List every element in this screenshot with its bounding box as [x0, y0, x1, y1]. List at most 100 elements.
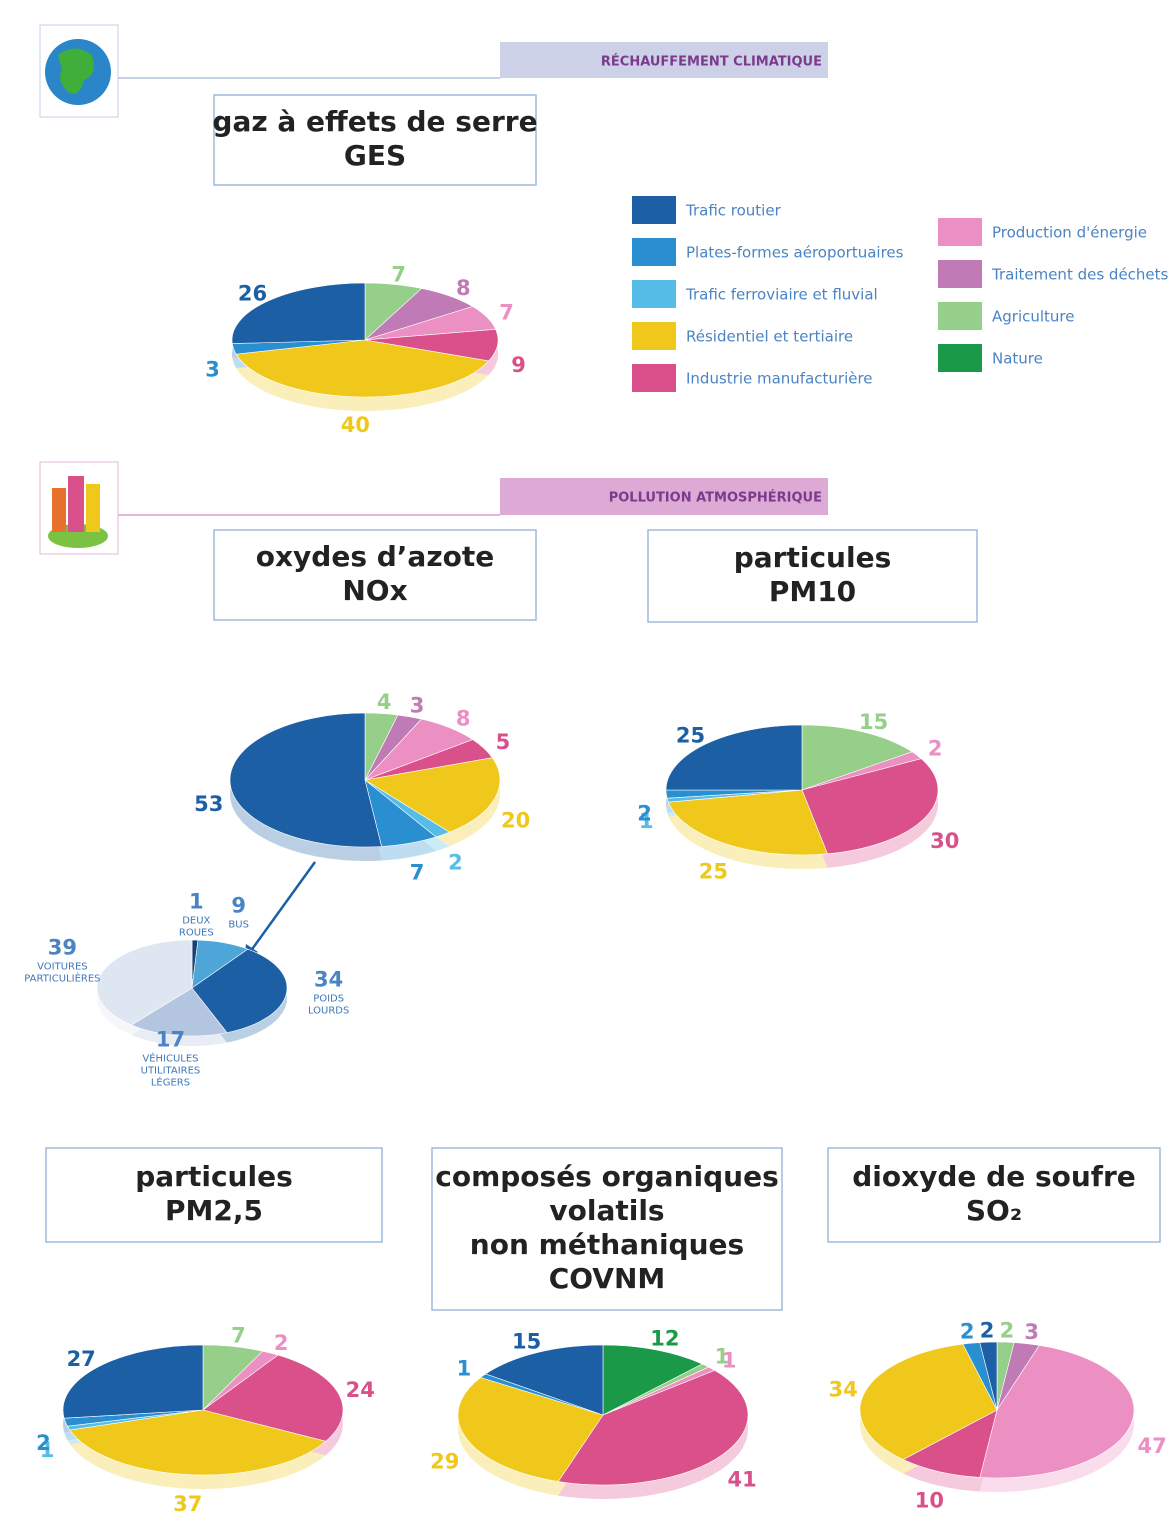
chart-title: GES — [344, 139, 406, 172]
legend-swatch — [632, 364, 676, 392]
data-label: 10 — [915, 1488, 944, 1512]
data-label: 12 — [650, 1327, 679, 1351]
data-label: 37 — [173, 1492, 202, 1514]
data-label: 2 — [1000, 1318, 1015, 1342]
data-label: 8 — [456, 706, 471, 730]
city-icon — [86, 484, 100, 532]
data-label: 9 — [231, 894, 246, 918]
data-label: 47 — [1137, 1434, 1166, 1458]
section-bar — [500, 42, 828, 78]
legend-label: Industrie manufacturière — [686, 370, 873, 388]
legend-label: Nature — [992, 350, 1043, 368]
category-label: LOURDS — [308, 1006, 349, 1017]
pie-slice — [202, 1354, 344, 1442]
pie-slice — [485, 1344, 604, 1416]
section-title: POLLUTION ATMOSPHÉRIQUE — [609, 490, 822, 506]
legend-swatch — [632, 280, 676, 308]
arrow — [248, 861, 317, 953]
data-label: 2 — [980, 1318, 995, 1342]
legend-label: Trafic routier — [685, 202, 782, 220]
chart-title: SO₂ — [966, 1194, 1022, 1227]
pie-slice — [364, 757, 501, 833]
category-label: VÉHICULES — [142, 1052, 198, 1065]
data-label: 7 — [499, 301, 514, 325]
pie-slice — [667, 789, 828, 856]
section-bar — [500, 478, 828, 515]
legend-swatch — [632, 238, 676, 266]
pie-slice — [130, 987, 228, 1037]
legend-label: Résidentiel et tertiaire — [686, 328, 853, 346]
data-label: 34 — [314, 968, 343, 992]
category-label: DEUX — [182, 915, 210, 926]
data-label: 39 — [48, 935, 77, 959]
pie-slice — [979, 1341, 998, 1411]
pie-slice — [665, 724, 803, 791]
pie-slice — [602, 1344, 703, 1416]
pie-slice — [979, 1345, 1135, 1479]
legend-swatch — [632, 322, 676, 350]
data-label: 1 — [639, 809, 654, 833]
data-label: 2 — [637, 802, 652, 826]
title-box — [827, 1147, 1161, 1243]
data-label: 24 — [346, 1378, 375, 1402]
category-label: VOITURES — [37, 961, 88, 972]
title-box — [431, 1147, 783, 1311]
legend-swatch — [938, 302, 982, 330]
pie-slice — [191, 948, 288, 1033]
data-label: 40 — [341, 413, 370, 437]
legend-swatch — [938, 344, 982, 372]
data-label: 7 — [231, 1323, 246, 1347]
data-label: 2 — [448, 850, 463, 874]
legend-label: Traitement des déchets — [991, 266, 1169, 284]
data-label: 8 — [456, 276, 471, 300]
pie-slice — [859, 1343, 998, 1460]
data-label: 41 — [727, 1468, 756, 1492]
category-label: UTILITAIRES — [141, 1066, 201, 1077]
data-label: 1 — [722, 1348, 737, 1372]
data-label: 20 — [501, 808, 530, 832]
chart-title: gaz à effets de serre — [212, 105, 537, 138]
data-label: 7 — [410, 860, 425, 884]
chart-title: non méthaniques — [470, 1228, 744, 1261]
pie-slice — [801, 758, 939, 855]
chart-title: particules — [734, 541, 892, 574]
data-label: 2 — [928, 737, 943, 761]
title-box — [45, 1147, 383, 1243]
data-label: 30 — [930, 829, 959, 853]
chart-title: composés organiques — [435, 1160, 779, 1193]
data-label: 25 — [699, 859, 728, 883]
chart-title: PM2,5 — [165, 1194, 263, 1227]
pie-slice — [231, 282, 366, 344]
chart-title: COVNM — [549, 1262, 666, 1295]
city-icon — [52, 488, 66, 532]
legend-label: Production d'énergie — [992, 224, 1147, 242]
data-label: 25 — [676, 724, 705, 748]
data-label: 15 — [512, 1330, 541, 1354]
legend-label: Plates-formes aéroportuaires — [686, 244, 904, 262]
pie-slice — [457, 1377, 604, 1482]
data-label: 27 — [67, 1347, 96, 1371]
data-label: 1 — [715, 1345, 730, 1369]
data-label: 2 — [960, 1320, 975, 1344]
category-label: PARTICULIÈRES — [24, 971, 100, 984]
data-label: 5 — [496, 730, 511, 754]
category-label: LÉGERS — [151, 1076, 190, 1089]
data-label: 3 — [205, 357, 220, 381]
data-label: 53 — [194, 792, 223, 816]
legend-swatch — [938, 260, 982, 288]
data-label: 34 — [828, 1377, 857, 1401]
data-label: 4 — [377, 690, 392, 714]
legend-swatch — [938, 218, 982, 246]
pie-slice — [62, 1344, 204, 1419]
chart-title: dioxyde de soufre — [852, 1160, 1136, 1193]
section-title: RÉCHAUFFEMENT CLIMATIQUE — [601, 54, 822, 70]
title-box — [213, 94, 537, 186]
legend-label: Trafic ferroviaire et fluvial — [685, 286, 878, 304]
data-label: 2 — [274, 1331, 289, 1355]
legend-swatch — [632, 196, 676, 224]
chart-title: PM10 — [769, 575, 856, 608]
data-label: 15 — [859, 710, 888, 734]
pie-slice — [96, 939, 193, 1026]
pie-slice — [235, 339, 490, 398]
category-label: POIDS — [313, 994, 344, 1005]
